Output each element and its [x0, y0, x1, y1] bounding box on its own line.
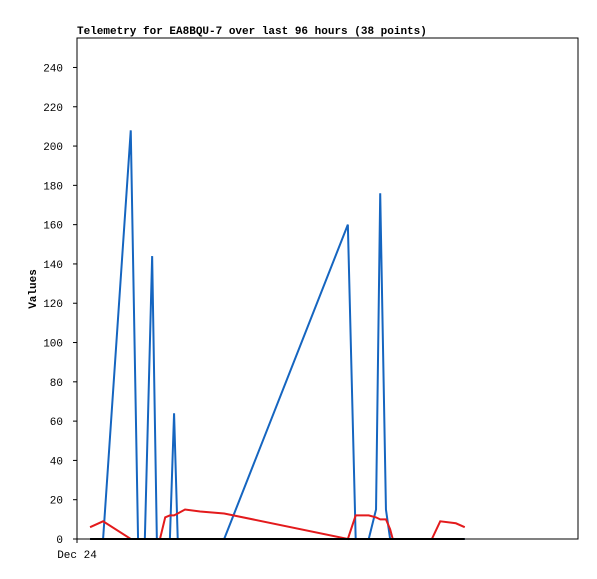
y-tick-label: 160 [43, 221, 63, 233]
y-tick-label: 100 [43, 339, 63, 351]
y-axis-label: Values [28, 269, 40, 309]
y-tick-label: 140 [43, 260, 63, 272]
x-tick-label: Dec 24 [57, 550, 97, 562]
y-tick-label: 80 [50, 378, 63, 390]
y-tick-label: 60 [50, 417, 63, 429]
chart-title: Telemetry for EA8BQU-7 over last 96 hour… [77, 26, 427, 38]
y-tick-label: 180 [43, 181, 63, 193]
y-tick-label: 20 [50, 496, 63, 508]
y-tick-label: 200 [43, 142, 63, 154]
y-tick-label: 0 [56, 535, 63, 547]
y-tick-label: 220 [43, 103, 63, 115]
y-tick-label: 120 [43, 299, 63, 311]
series-line [90, 130, 465, 540]
y-tick-label: 40 [50, 456, 63, 468]
y-tick-label: 240 [43, 63, 63, 75]
